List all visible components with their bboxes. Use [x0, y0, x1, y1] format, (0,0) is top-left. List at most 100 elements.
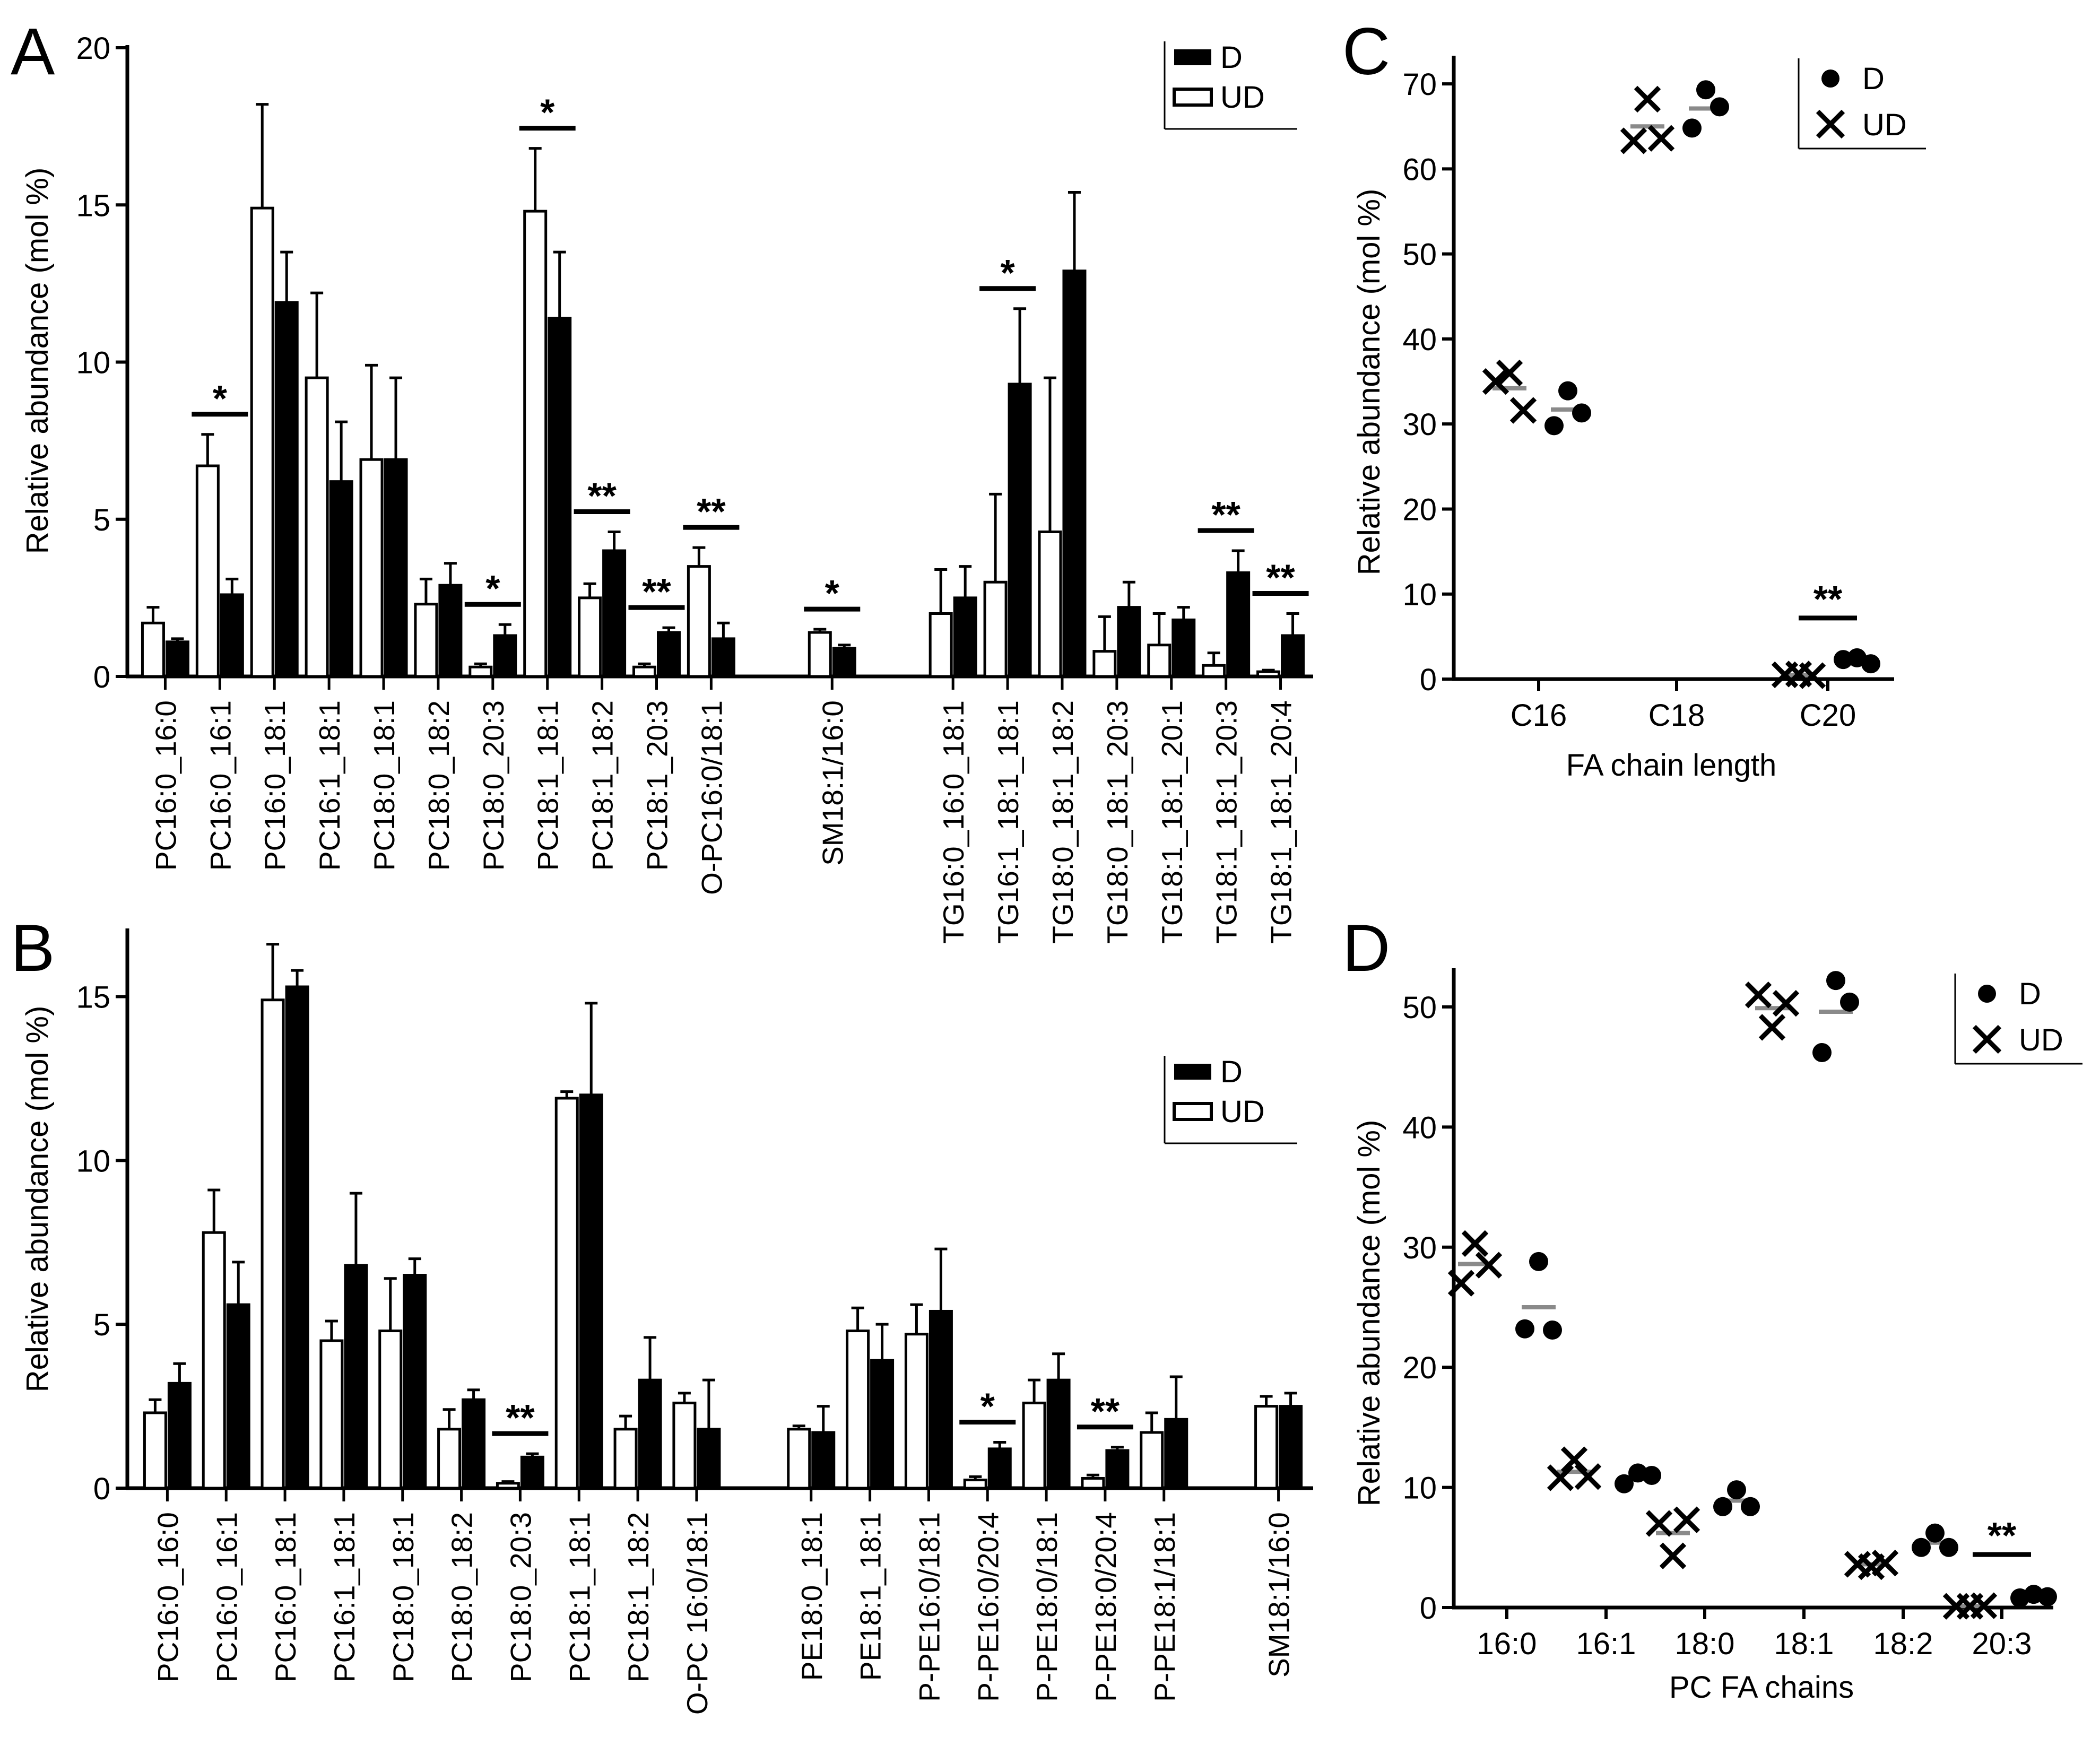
- point-d: [1572, 403, 1591, 423]
- point-ud: [1634, 85, 1661, 113]
- x-tick-label: PE18:1_18:1: [854, 1512, 887, 1681]
- y-axis-label: Relative abundance (mol %): [1352, 1120, 1386, 1507]
- point-d: [1912, 1537, 1931, 1557]
- point-d: [1544, 416, 1564, 436]
- point-ud: [1772, 989, 1800, 1017]
- bar-d: [165, 640, 189, 678]
- significance-label: **: [1091, 1391, 1120, 1432]
- point-d: [1727, 1480, 1746, 1500]
- bar-d: [274, 301, 299, 678]
- y-axis-label: Relative abundance (mol %): [1352, 189, 1386, 576]
- significance-label: *: [980, 1386, 995, 1427]
- significance-label: *: [540, 92, 555, 133]
- significance-label: *: [1000, 252, 1015, 293]
- bar-d: [1226, 571, 1251, 678]
- x-tick-label: TG18:1_18:1_20:3: [1210, 700, 1243, 944]
- bar-ud: [904, 1333, 928, 1490]
- x-tick-label: PC16:1_18:1: [313, 700, 346, 871]
- y-axis-label: Relative abundance (mol %): [20, 1006, 55, 1393]
- bar-ud: [319, 1339, 344, 1490]
- legend-swatch-ud: [1173, 1102, 1213, 1121]
- bar-ud: [195, 464, 220, 678]
- x-tick-label: PC18:0_20:3: [477, 700, 510, 871]
- bar-d: [870, 1359, 895, 1490]
- significance-label: *: [213, 378, 228, 419]
- bar-d: [403, 1274, 427, 1490]
- x-tick-label: PC18:1_20:3: [641, 700, 674, 871]
- bar-ud: [1256, 670, 1281, 678]
- bar-ud: [928, 612, 953, 678]
- panel-c: C Relative abundance (mol %) FA chain le…: [1342, 15, 1926, 783]
- bar-d: [1008, 383, 1032, 678]
- point-ud: [1461, 1230, 1489, 1257]
- bar-ud: [632, 665, 656, 678]
- bar-ud: [305, 376, 329, 678]
- bar-ud: [687, 565, 711, 678]
- bar-ud: [1202, 664, 1226, 678]
- point-ud: [1447, 1270, 1475, 1297]
- x-axis-label: FA chain length: [1566, 748, 1777, 783]
- legend-label-ud: UD: [1862, 108, 1907, 142]
- y-tick-label: 50: [1402, 991, 1437, 1025]
- bar-d: [1105, 1449, 1130, 1490]
- x-tick-label: P-PE16:0/20:4: [971, 1512, 1004, 1702]
- point-ud: [1509, 397, 1537, 424]
- bar-d: [344, 1264, 368, 1490]
- plot-area: 0 10 20 30 40 50 16:0 16:1 18:0 18:1 18:2 20:3 **: [1402, 968, 2057, 1661]
- bar-ud: [468, 665, 493, 678]
- point-ud: [1475, 1252, 1503, 1279]
- bar-d: [638, 1378, 662, 1490]
- y-tick-label: 15: [76, 980, 110, 1015]
- y-tick-label: 30: [1402, 1231, 1437, 1265]
- x-tick-label: PE18:0_18:1: [795, 1512, 828, 1681]
- bar-ud: [250, 206, 274, 678]
- significance-label: *: [825, 572, 840, 614]
- bar-d: [384, 458, 408, 678]
- bar-d: [953, 596, 977, 678]
- x-tick-label: TG16:0_16:0_18:1: [937, 700, 970, 944]
- x-tick-label: TG16:1_18:1_18:1: [992, 700, 1025, 944]
- x-tick-label: PC16:0_18:1: [269, 1512, 302, 1682]
- x-tick-label: PC18:0_18:2: [446, 1512, 479, 1682]
- y-tick-label: 10: [1402, 578, 1437, 612]
- legend: D UD: [1164, 40, 1297, 130]
- x-tick-label: PC16:1_18:1: [328, 1512, 361, 1682]
- x-tick-label: SM18:1/16:0: [1263, 1512, 1296, 1678]
- x-tick-label: C20: [1800, 698, 1856, 733]
- bar-d: [462, 1398, 486, 1490]
- point-ud: [1659, 1542, 1687, 1569]
- significance-label: **: [587, 475, 617, 516]
- point-d: [1925, 1523, 1945, 1543]
- legend-marker-ud: [1816, 109, 1845, 139]
- x-tick-label: PC18:1_18:2: [586, 700, 619, 871]
- bar-d: [1281, 634, 1305, 678]
- y-axis-label: Relative abundance (mol %): [20, 168, 55, 554]
- y-tick-label: 70: [1402, 67, 1437, 102]
- legend-swatch-d: [1174, 49, 1211, 65]
- point-d: [1939, 1537, 1958, 1557]
- significance-label: **: [697, 491, 726, 532]
- y-tick-label: 40: [1402, 1110, 1437, 1145]
- y-tick-label: 0: [93, 660, 110, 694]
- point-ud: [1482, 368, 1509, 395]
- panel-letter: C: [1342, 15, 1390, 89]
- bar-d: [438, 584, 463, 678]
- significance-label: **: [1266, 557, 1295, 598]
- bar-ud: [202, 1231, 226, 1490]
- legend-label-d: D: [1220, 40, 1243, 75]
- point-d: [1615, 1474, 1634, 1493]
- x-tick-label: C16: [1511, 698, 1567, 733]
- y-tick-label: 50: [1402, 238, 1437, 272]
- y-tick-label: 0: [1420, 663, 1437, 697]
- point-d: [1642, 1465, 1661, 1485]
- bar-d: [1172, 618, 1196, 678]
- x-tick-label: 20:3: [1972, 1627, 2032, 1661]
- bar-d: [697, 1428, 721, 1490]
- point-d: [1710, 97, 1729, 117]
- point-d: [1826, 971, 1845, 991]
- bar-ud: [437, 1428, 462, 1490]
- x-tick-label: PC18:0_20:3: [504, 1512, 537, 1682]
- bar-d: [548, 317, 572, 678]
- significance-label: **: [1211, 494, 1240, 535]
